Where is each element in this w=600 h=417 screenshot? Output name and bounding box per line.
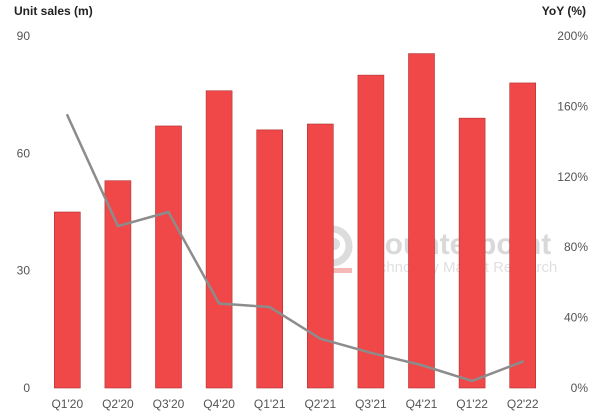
yoy-line: [66, 113, 524, 383]
y-axis-left-title: Unit sales (m): [14, 4, 93, 18]
bar-series: [53, 53, 537, 389]
bar: [408, 53, 435, 389]
x-axis-tick: Q2'22: [507, 397, 539, 411]
y-axis-right-tick: 80%: [564, 240, 588, 254]
x-axis-tick: Q4'21: [406, 397, 438, 411]
y-axis-right-title: YoY (%): [542, 4, 586, 18]
bar: [256, 129, 284, 389]
bar: [104, 180, 132, 389]
y-axis-left-tick: 0: [23, 381, 30, 395]
x-axis-tick: Q3'20: [153, 397, 185, 411]
x-axis: Q1'20 Q2'20 Q3'20 Q4'20 Q1'21 Q2'21 Q3'21 Q4'21…: [51, 397, 538, 411]
x-axis-tick: Q1'22: [456, 397, 488, 411]
bar: [155, 125, 182, 389]
bar: [357, 74, 385, 389]
x-axis-tick: Q1'21: [254, 397, 286, 411]
y-axis-right-tick: 200%: [557, 29, 588, 43]
bar: [306, 123, 334, 389]
y-axis-right-tick: 160%: [557, 99, 588, 113]
line-series: [66, 113, 524, 383]
bar: [509, 82, 537, 389]
y-axis-right-tick: 0%: [571, 381, 589, 395]
x-axis-tick: Q1'20: [51, 397, 83, 411]
y-axis-left-tick: 30: [17, 264, 31, 278]
y-axis-left-tick: 60: [17, 146, 31, 160]
y-axis-left-tick: 90: [17, 29, 31, 43]
y-axis-left: 0 30 60 90: [17, 29, 31, 395]
y-axis-right: 0% 40% 80% 120% 160% 200%: [557, 29, 588, 395]
x-axis-tick: Q2'21: [304, 397, 336, 411]
bar: [205, 90, 233, 389]
bar: [458, 117, 486, 389]
x-axis-tick: Q2'20: [102, 397, 134, 411]
x-axis-tick: Q4'20: [203, 397, 235, 411]
y-axis-right-tick: 40%: [564, 311, 588, 325]
bar: [53, 211, 81, 389]
y-axis-right-tick: 120%: [557, 170, 588, 184]
x-axis-tick: Q3'21: [355, 397, 387, 411]
